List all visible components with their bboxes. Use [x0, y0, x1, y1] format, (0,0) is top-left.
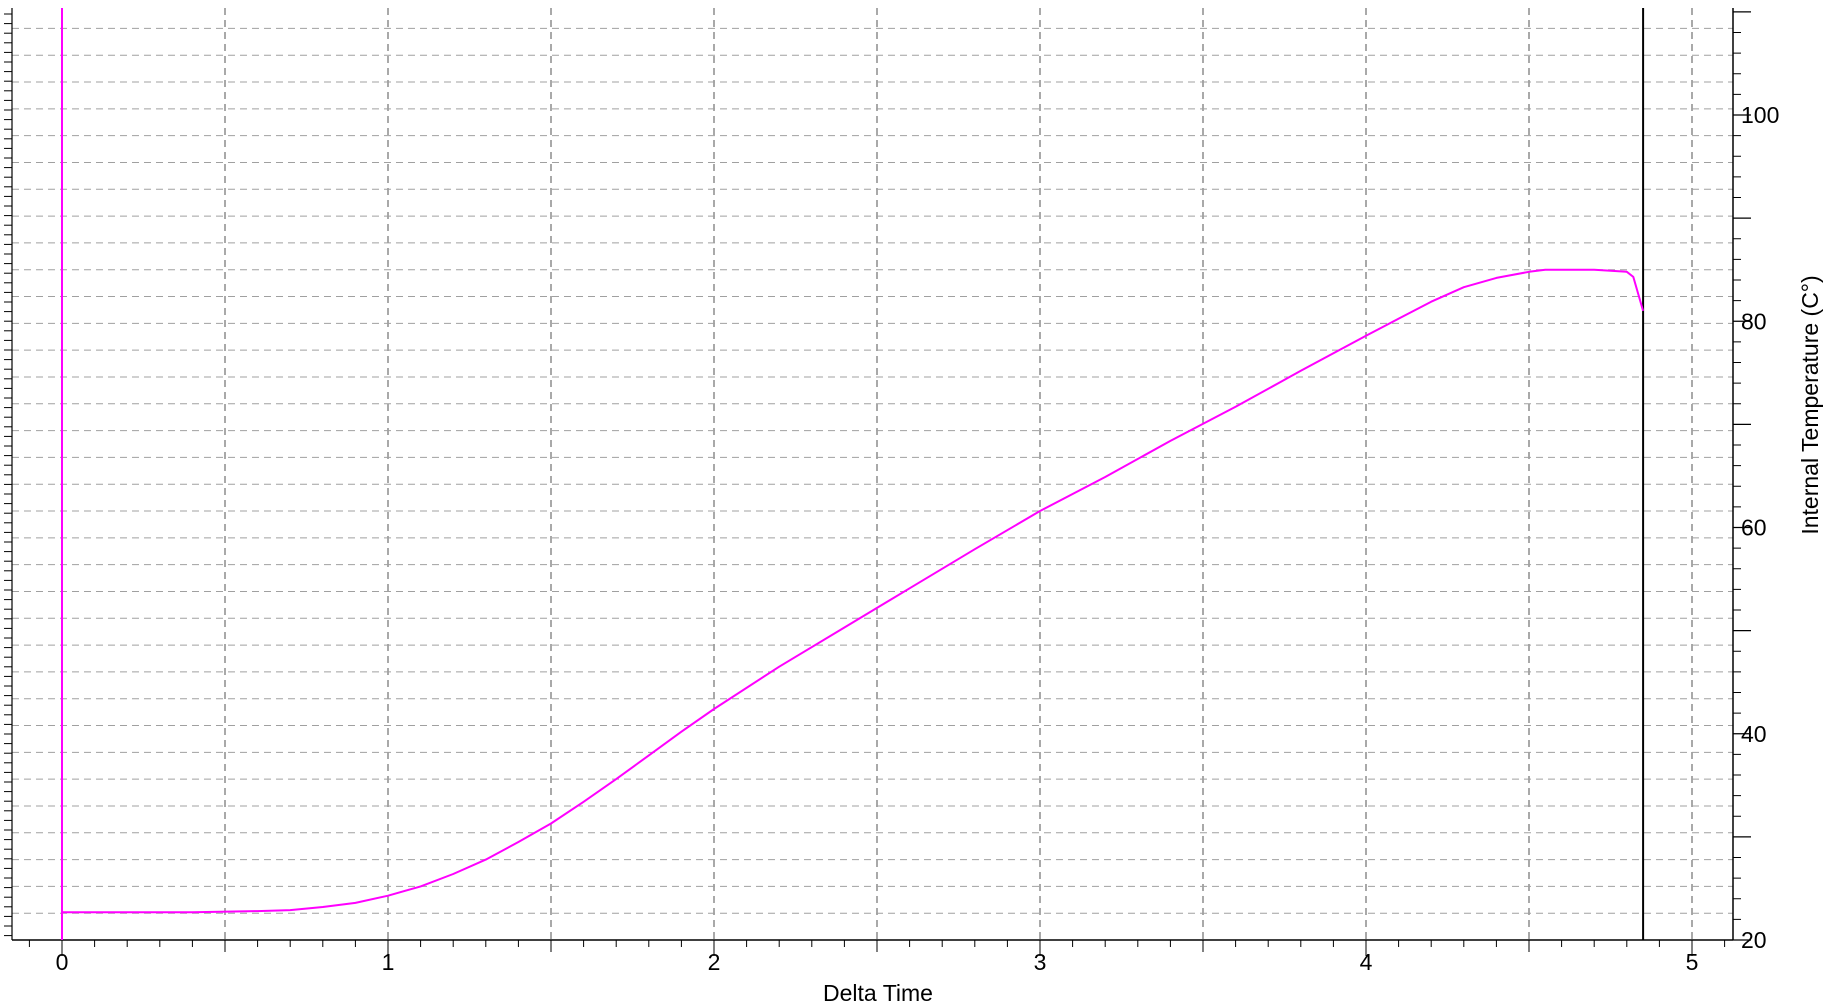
x-axis: 0 1 2 3 4 5 — [12, 939, 1733, 975]
y-tick-label: 80 — [1741, 308, 1767, 334]
y-axis-title: Internal Temperature (C°) — [1797, 275, 1823, 534]
x-tick-label: 4 — [1360, 949, 1373, 975]
right-y-axis: 20 40 60 80 100 — [1732, 8, 1779, 953]
y-tick-label: 40 — [1741, 721, 1767, 747]
x-axis-title: Delta Time — [823, 980, 933, 1006]
y-tick-label: 100 — [1741, 102, 1779, 128]
x-tick-label: 1 — [382, 949, 395, 975]
x-tick-label: 3 — [1034, 949, 1047, 975]
y-tick-label: 60 — [1741, 515, 1767, 541]
vertical-markers — [61, 8, 1645, 940]
series-line — [62, 268, 1645, 914]
x-tick-label: 5 — [1686, 949, 1699, 975]
grid-lines — [12, 8, 1733, 940]
y-tick-label: 20 — [1741, 927, 1767, 953]
x-tick-label: 2 — [708, 949, 721, 975]
series-layer — [62, 268, 1645, 914]
x-tick-label: 0 — [56, 949, 69, 975]
left-axis-minor-ticks — [4, 8, 13, 940]
